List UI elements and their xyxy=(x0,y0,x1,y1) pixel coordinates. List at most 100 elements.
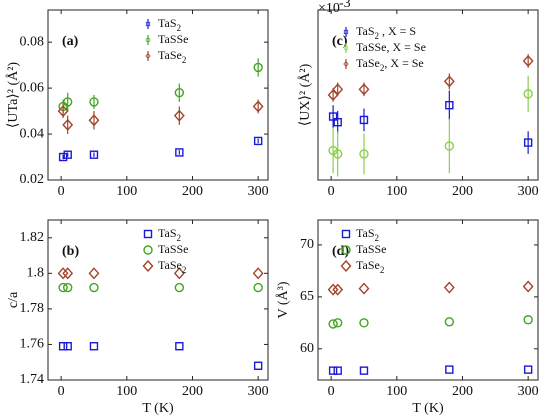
y-tick-label: 0.06 xyxy=(20,80,45,95)
marker xyxy=(58,342,68,351)
legend-entry: TaSe2 xyxy=(142,258,186,275)
x-tick-label: 200 xyxy=(452,184,473,199)
marker xyxy=(358,83,370,96)
marker xyxy=(328,319,338,329)
marker xyxy=(359,149,369,159)
legend-label: TaSSe xyxy=(158,32,189,46)
x-tick-label: 100 xyxy=(386,384,407,399)
panel: 0 100 200 300 0.02 0.04 0.06 0.08 ⟨UTa⟩² (Å²) (a)… xyxy=(5,9,269,199)
y-tick-label: 0.08 xyxy=(20,34,45,49)
marker xyxy=(88,267,100,280)
legend-entry: TaSSe, X = Se xyxy=(343,40,426,54)
marker xyxy=(252,267,264,280)
marker xyxy=(444,317,455,327)
legend-entry: TaS2 xyxy=(341,226,379,243)
marker xyxy=(89,97,99,107)
legend-label: TaSe2 xyxy=(158,258,186,275)
legend-label: TaS2 xyxy=(356,226,379,243)
x-tick-label: 300 xyxy=(518,384,539,399)
marker xyxy=(328,366,338,375)
marker xyxy=(332,283,344,296)
marker xyxy=(143,229,153,239)
x-tick-label: 0 xyxy=(58,384,65,399)
marker xyxy=(89,150,99,159)
panel: 0 100 200 300 ⟨UX⟩² (Å²) ×10 -3 (c) TaS2 , X = S… xyxy=(297,0,538,199)
panel-label: (a) xyxy=(62,34,79,49)
marker xyxy=(62,118,74,131)
x-axis-label: T (K) xyxy=(412,401,444,416)
y-tick-label: 0.04 xyxy=(20,126,45,141)
x-tick-label: 300 xyxy=(248,384,269,399)
y-tick-label: 70 xyxy=(300,237,314,252)
y-tick-label: 60 xyxy=(300,341,314,356)
marker xyxy=(145,52,151,60)
legend-label: TaS2 , X = S xyxy=(356,24,416,41)
legend-entry: TaS2 , X = S xyxy=(343,24,416,41)
legend-label: TaSe2 xyxy=(158,48,186,65)
legend-entry: TaSSe xyxy=(143,242,189,256)
marker xyxy=(88,114,100,127)
axis-multiplier: ×10 xyxy=(318,1,340,16)
x-tick-label: 100 xyxy=(116,184,137,199)
marker xyxy=(445,365,454,374)
marker xyxy=(333,117,342,127)
marker xyxy=(443,75,455,88)
legend-entry: TaSe2 xyxy=(145,48,186,65)
y-tick-label: 1.76 xyxy=(20,337,45,352)
marker xyxy=(143,245,153,255)
y-axis-label: V (Å³) xyxy=(275,281,291,318)
panel-label: (d) xyxy=(332,244,349,259)
legend-label: TaSSe xyxy=(158,242,189,256)
marker xyxy=(359,318,369,328)
marker xyxy=(522,280,534,293)
y-tick-label: 1.78 xyxy=(20,301,45,316)
marker xyxy=(359,115,369,125)
marker xyxy=(343,60,349,68)
axis-multiplier-exponent: -3 xyxy=(339,0,351,11)
y-axis-label: c/a xyxy=(6,291,21,308)
marker xyxy=(173,267,185,280)
marker xyxy=(443,281,455,294)
marker xyxy=(359,366,369,375)
marker xyxy=(174,282,185,293)
legend-label: TaSSe xyxy=(356,242,387,256)
marker xyxy=(343,29,349,35)
marker xyxy=(89,342,99,351)
marker xyxy=(175,342,184,351)
marker xyxy=(333,149,343,159)
marker xyxy=(142,259,154,273)
panel-label: (c) xyxy=(332,34,348,49)
x-tick-label: 300 xyxy=(518,184,539,199)
marker xyxy=(523,89,533,99)
legend-label: TaSe2, X = Se xyxy=(356,56,424,73)
marker xyxy=(57,105,69,118)
plot-area xyxy=(317,9,539,181)
x-tick-label: 200 xyxy=(452,384,473,399)
marker xyxy=(175,148,184,157)
marker xyxy=(173,109,185,122)
marker xyxy=(253,282,263,293)
y-axis-label: ⟨UTa⟩² (Å²) xyxy=(5,62,21,128)
y-tick-label: 0.02 xyxy=(20,172,45,187)
marker xyxy=(252,100,264,113)
marker xyxy=(145,37,151,43)
marker xyxy=(58,282,68,293)
legend-entry: TaS2 xyxy=(143,226,181,243)
y-tick-label: 1.74 xyxy=(20,372,45,387)
marker xyxy=(253,62,263,73)
x-axis-label: T (K) xyxy=(142,401,174,416)
marker xyxy=(62,267,74,280)
marker xyxy=(332,83,344,96)
marker xyxy=(253,361,263,370)
marker xyxy=(174,88,185,98)
panel: 0 100 200 300 1.74 1.76 1.78 1.8 1.82 T (K) c/a (b)… xyxy=(6,219,269,416)
legend-entry: TaSe2 xyxy=(340,258,384,275)
legend-entry: TaS2 xyxy=(145,16,181,33)
panel-label: (b) xyxy=(62,244,79,259)
marker xyxy=(523,315,533,325)
marker xyxy=(63,342,72,351)
x-tick-label: 200 xyxy=(182,384,203,399)
x-tick-label: 0 xyxy=(328,184,335,199)
marker xyxy=(328,112,338,121)
